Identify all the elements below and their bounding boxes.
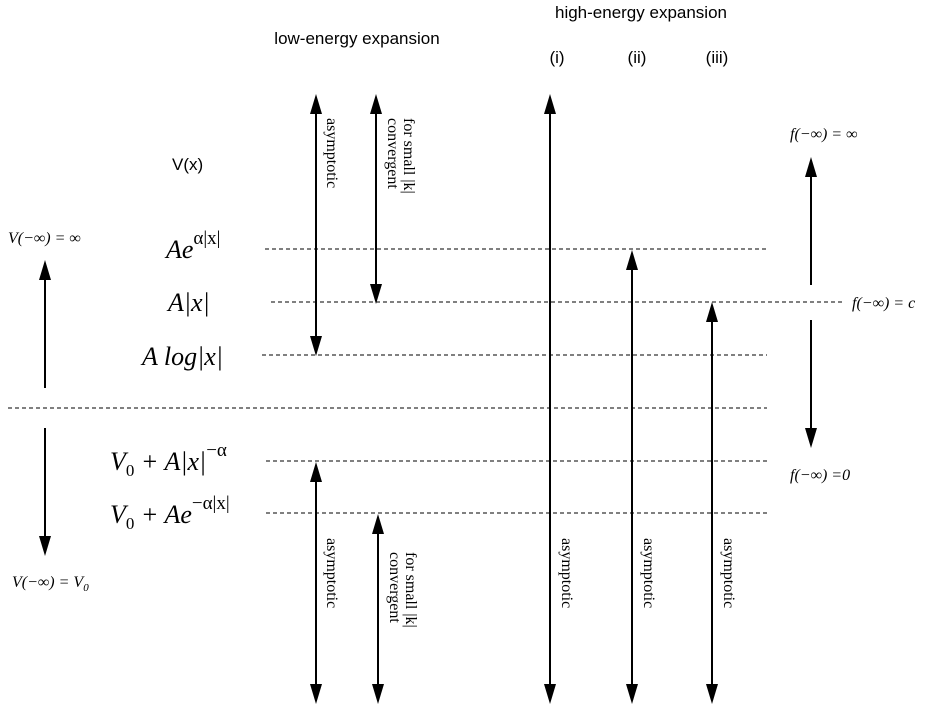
right-label-bottom: f(−∞) =0 — [790, 467, 850, 484]
low-energy-header: low-energy expansion — [274, 29, 439, 48]
high-energy-header: high-energy expansion — [555, 3, 727, 22]
low-top-asymptotic-head-down — [310, 336, 322, 356]
left-label-bottom: V(−∞) = V0 — [12, 574, 89, 594]
potential-linear: A|x| — [166, 288, 210, 317]
right-arrow-down-head — [805, 428, 817, 448]
left-arrow-up-head — [39, 260, 51, 280]
low-bottom-asymptotic-head-up — [310, 462, 322, 482]
potential-power-decay-exponent: −α — [206, 440, 227, 461]
high-iii-asymptotic-label: asymptotic — [720, 538, 737, 608]
high-iii-asymptotic-head-down — [706, 684, 718, 704]
high-i-asymptotic-head-up — [544, 94, 556, 114]
high-iii-asymptotic-head-up — [706, 302, 718, 322]
left-arrow-down-head — [39, 536, 51, 556]
high-ii-asymptotic-label: asymptotic — [640, 538, 657, 608]
potential-exp-decay-subscript: 0 — [126, 514, 135, 533]
potential-exp-growth: Aeα|x| — [164, 228, 220, 264]
low-top-convergent-label-line2: for small |k| — [400, 118, 417, 194]
low-bottom-asymptotic-head-down — [310, 684, 322, 704]
potential-exp-decay-rest: + Ae — [134, 500, 192, 529]
v-of-x-label: V(x) — [172, 155, 203, 174]
right-label-top: f(−∞) = ∞ — [790, 126, 858, 143]
potential-exp-decay-exponent: −α|x| — [192, 493, 230, 514]
potential-exp-decay-main: V — [110, 500, 129, 529]
low-bottom-convergent-label-line2: for small |k| — [402, 552, 419, 628]
left-label-top: V(−∞) = ∞ — [8, 230, 81, 247]
left-label-bottom-subscript: 0 — [83, 582, 89, 594]
potential-power-decay-subscript: 0 — [126, 461, 135, 480]
high-ii-asymptotic-head-down — [626, 684, 638, 704]
left-label-bottom-main: V(−∞) = V — [12, 574, 85, 591]
potential-power-decay-rest: + A|x| — [134, 447, 206, 476]
low-top-asymptotic-head-up — [310, 94, 322, 114]
potential-power-decay: V0 + A|x|−α — [110, 440, 227, 480]
column-i-label: (i) — [549, 48, 564, 67]
low-top-asymptotic-label: asymptotic — [323, 118, 340, 188]
low-bottom-convergent-label-line1: convergent — [386, 552, 403, 623]
potential-log: A log|x| — [140, 342, 223, 371]
column-ii-label: (ii) — [628, 48, 647, 67]
potential-exp-growth-base: Ae — [164, 235, 193, 264]
potential-exp-decay: V0 + Ae−α|x| — [110, 493, 230, 533]
low-top-convergent-head-up — [370, 94, 382, 114]
low-bottom-convergent-head-down — [372, 684, 384, 704]
potential-exp-growth-exponent: α|x| — [193, 228, 220, 249]
right-arrow-up-head — [805, 157, 817, 177]
low-top-convergent-label-line1: convergent — [384, 118, 401, 189]
potential-power-decay-main: V — [110, 447, 129, 476]
high-i-asymptotic-label: asymptotic — [558, 538, 575, 608]
high-i-asymptotic-head-down — [544, 684, 556, 704]
low-bottom-asymptotic-label: asymptotic — [323, 538, 340, 608]
right-label-middle: f(−∞) = c — [852, 295, 915, 312]
low-top-convergent-head-down — [370, 284, 382, 304]
low-bottom-convergent-head-up — [372, 514, 384, 534]
high-ii-asymptotic-head-up — [626, 250, 638, 270]
column-iii-label: (iii) — [706, 48, 729, 67]
